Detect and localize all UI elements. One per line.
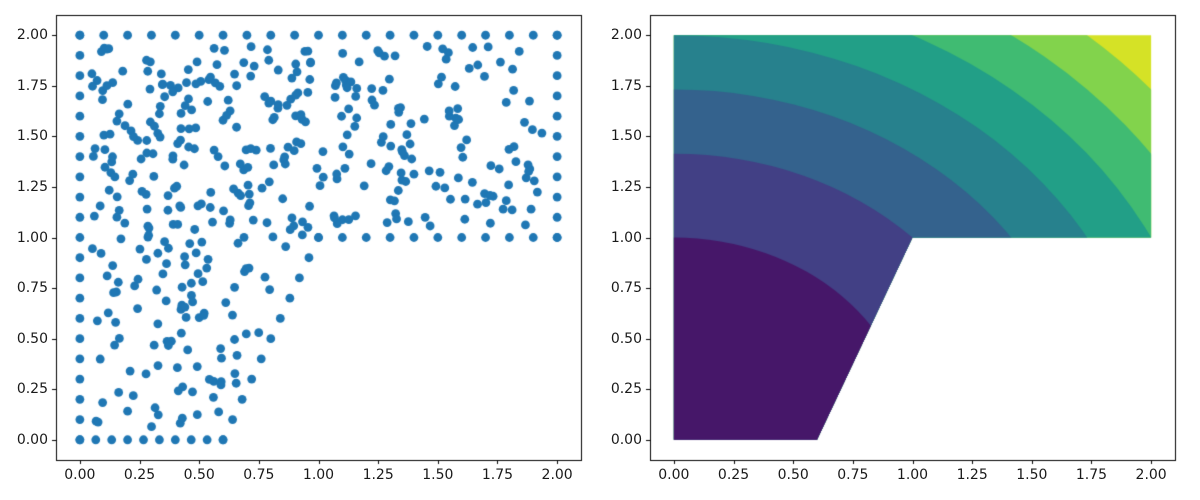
contour-plot-canvas (620, 0, 1200, 500)
scatter-subplot: 0.00 0.25 0.50 0.75 1.00 1.25 1.50 1.75 2.00 0.00… (0, 0, 620, 500)
scatter-plot-canvas (0, 0, 620, 500)
contour-subplot: 0.00 0.25 0.50 0.75 1.00 1.25 1.50 1.75 2.00 0.00… (611, 0, 1200, 500)
